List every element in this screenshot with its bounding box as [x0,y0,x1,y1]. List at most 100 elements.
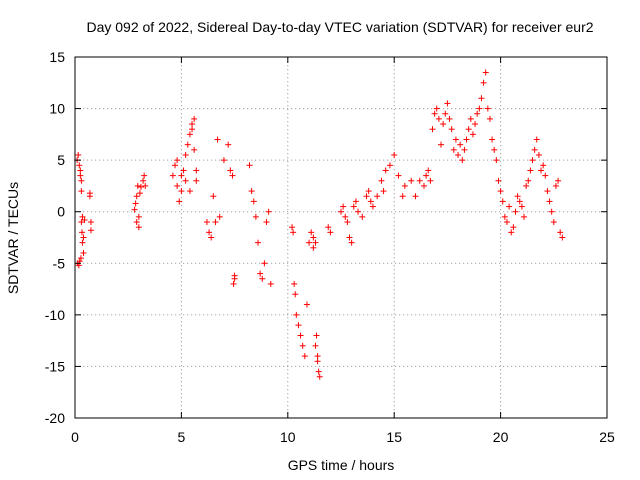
data-point [297,332,304,339]
grid-layer [75,57,607,418]
data-point [457,141,464,148]
data-point [452,136,459,143]
data-point [463,136,470,143]
plot-frame [74,56,608,419]
data-point [533,136,540,143]
data-point [555,177,562,184]
data-point [531,146,538,153]
data-point [484,105,491,112]
data-point [506,203,513,210]
data-point [514,193,521,200]
data-point [136,190,143,197]
data-point [542,172,549,179]
data-point [291,280,298,287]
data-point [448,126,455,133]
data-point [293,311,300,318]
x-tick-label: 15 [386,429,402,445]
data-point [346,234,353,241]
data-point [491,146,498,153]
x-tick-label: 25 [599,429,615,445]
data-point [338,208,344,215]
axis-ticks: 0 5 10 15 20 25 -20 -15 -10 -5 0 5 10 15 [45,49,615,445]
data-point [292,291,299,298]
data-point [425,167,432,174]
data-point [327,229,334,236]
data-point [438,141,445,148]
data-point [250,198,257,205]
data-point [344,219,351,226]
data-point [180,167,187,174]
data-point [295,322,302,329]
data-point [314,358,321,365]
data-point [450,146,457,153]
data-point [313,332,320,339]
y-tick-label: -5 [53,255,66,271]
data-point [440,121,447,128]
data-point [174,157,181,164]
data-point [527,167,534,174]
data-point [382,167,389,174]
y-tick-label: -15 [45,358,65,374]
data-point [476,105,483,112]
data-point [79,213,86,220]
data-point [210,193,217,200]
data-point [461,146,468,153]
data-point [77,172,84,179]
data-point [184,141,191,148]
data-point [510,224,517,231]
data-point [212,219,219,226]
data-point [459,157,466,164]
data-points [74,69,566,380]
data-point [178,188,185,195]
data-point [474,110,481,117]
data-point [174,182,181,189]
data-point [135,224,142,231]
data-point [559,234,566,241]
data-point [316,373,323,380]
data-point [408,177,415,184]
data-point [423,172,430,179]
data-point [442,110,449,117]
data-point [431,110,438,117]
data-point [137,183,144,190]
data-point [79,239,86,246]
data-point [427,177,434,184]
data-point [289,224,296,231]
data-point [290,229,297,236]
data-point [231,272,238,279]
data-point [503,219,510,226]
data-point [501,213,508,220]
y-tick-label: 15 [49,49,65,65]
data-point [76,162,83,169]
y-tick-label: -10 [45,307,65,323]
data-point [529,157,536,164]
data-point [172,162,179,169]
data-point [86,190,93,197]
data-point [369,203,376,210]
data-point [203,219,210,226]
data-point [550,219,557,226]
data-point [478,95,485,102]
data-point [299,342,306,349]
y-tick-label: -20 [45,410,65,426]
data-point [480,79,487,86]
data-point [340,203,347,210]
data-point [535,151,542,158]
data-point [131,206,138,213]
data-point [467,115,474,122]
data-point [255,239,262,246]
data-point [229,172,236,179]
data-point [186,188,193,195]
data-point [552,182,559,189]
data-point [182,177,189,184]
data-point [87,219,94,226]
x-tick-label: 5 [178,429,186,445]
data-point [380,188,387,195]
data-point [544,188,551,195]
data-point [465,126,472,133]
data-point [469,131,476,138]
data-point [261,260,268,267]
data-point [310,234,317,241]
data-point [135,213,142,220]
data-point [433,105,440,112]
